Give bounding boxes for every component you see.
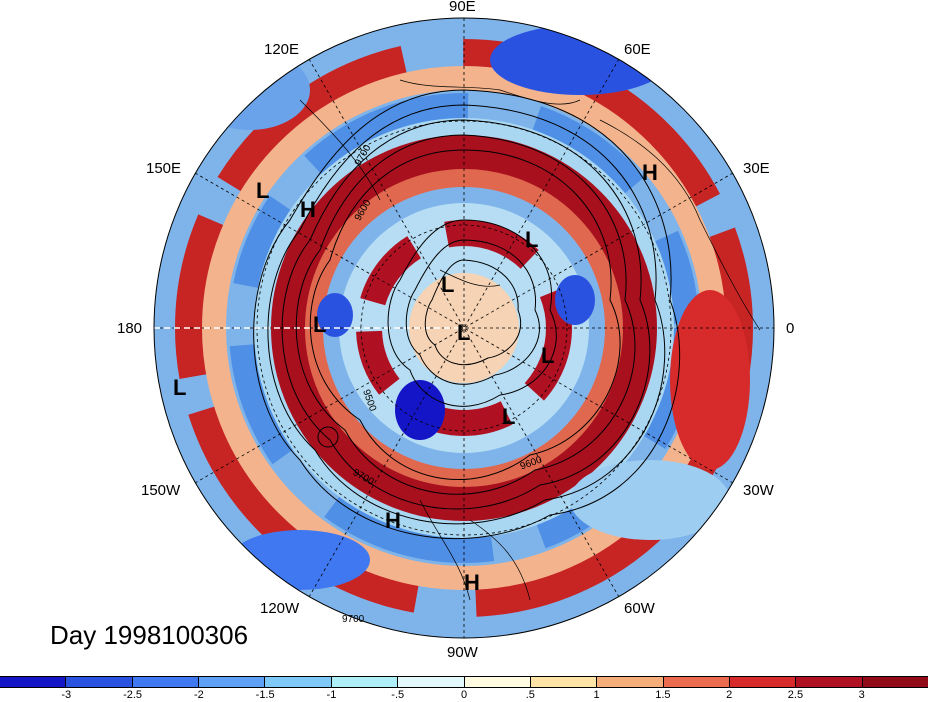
lon-label-90w: 90W [447,644,478,661]
colorbar-swatch [464,677,531,687]
colorbar-tick-label: -1.5 [255,689,275,701]
colorbar-tick-label: 2.5 [787,689,804,701]
low-pressure-marker: L [256,178,270,203]
colorbar-swatch [398,677,465,687]
lon-label-120e: 120E [264,41,300,58]
colorbar-tick-label: 0 [460,689,468,701]
colorbar-tick-label: -.5 [391,689,405,701]
contour-label: 9700 [342,614,365,625]
colorbar-swatch [597,677,664,687]
high-pressure-marker: H [300,197,316,222]
colorbar-tick-label: 3 [858,689,865,701]
lon-label-180: 180 [117,320,143,337]
low-pressure-marker: L [457,320,471,345]
colorbar-swatch [0,677,67,687]
high-pressure-marker: H [385,508,401,533]
colorbar-swatch [199,677,266,687]
lon-label-0: 0 [786,320,795,337]
low-pressure-marker: L [313,312,327,337]
map-border [153,17,775,639]
lon-label-30e: 30E [743,160,770,177]
colorbar-tick-label: -1 [326,689,337,701]
height-contours [253,89,681,540]
colorbar-swatch [729,677,797,687]
colorbar [0,676,928,688]
colorbar-swatch [663,677,730,687]
low-pressure-marker: L [502,404,516,429]
colorbar-swatch [331,677,399,687]
colorbar-tick-label: 1 [593,689,600,701]
colorbar-tick-label: -2.5 [123,689,143,701]
low-pressure-marker: L [541,343,555,368]
day-label: Day 1998100306 [50,620,249,650]
coastlines [299,79,761,601]
colorbar-tick-label: .5 [525,689,535,701]
colorbar-tick-label: -3 [61,689,72,701]
high-pressure-marker: H [642,160,658,185]
lon-label-60w: 60W [624,600,655,617]
low-pressure-marker: L [173,375,187,400]
colorbar-swatch [530,677,598,687]
colorbar-swatch [66,677,133,687]
colorbar-swatch [132,677,200,687]
colorbar-swatch [796,677,863,687]
colorbar-tick-label: 1.5 [655,689,671,701]
low-pressure-marker: L [525,227,539,252]
colorbar-tick-label: 2 [726,689,733,701]
low-pressure-marker: L [441,272,455,297]
lon-label-90e: 90E [449,0,476,15]
lon-label-150w: 150W [141,482,181,499]
lon-label-60e: 60E [624,41,651,58]
colorbar-tick-label: -2 [193,689,204,701]
colorbar-swatch [862,677,928,687]
lon-label-120w: 120W [260,600,300,617]
lon-label-150e: 150E [146,160,182,177]
colorbar-swatch [265,677,332,687]
lon-label-30w: 30W [743,482,774,499]
high-pressure-marker: H [464,570,480,595]
